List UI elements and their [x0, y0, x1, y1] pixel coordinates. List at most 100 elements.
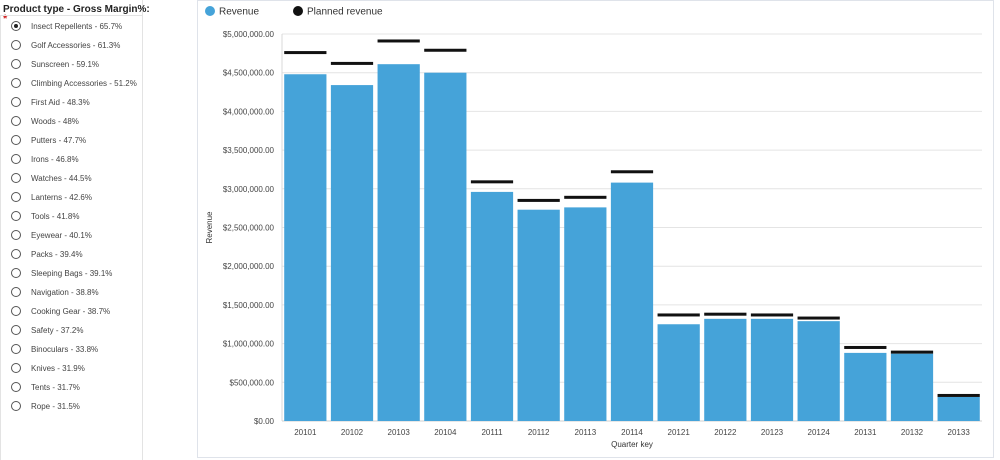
radio-option[interactable]: Climbing Accessories - 51.2% — [11, 76, 137, 90]
legend-label-planned-revenue: Planned revenue — [307, 7, 383, 18]
radio-option[interactable]: Tools - 41.8% — [11, 209, 79, 223]
x-tick-label: 20123 — [761, 428, 784, 437]
revenue-bar — [937, 397, 980, 421]
radio-option[interactable]: Navigation - 38.8% — [11, 285, 99, 299]
revenue-bar — [517, 209, 560, 421]
y-tick-label: $4,000,000.00 — [223, 107, 275, 116]
radio-option-label: Climbing Accessories - 51.2% — [31, 78, 137, 88]
radio-option[interactable]: Safety - 37.2% — [11, 323, 83, 337]
radio-option[interactable]: Golf Accessories - 61.3% — [11, 38, 120, 52]
required-indicator: * — [3, 13, 8, 25]
radio-option[interactable]: Irons - 46.8% — [11, 152, 79, 166]
planned-revenue-marker — [517, 198, 560, 202]
x-tick-label: 20104 — [434, 428, 457, 437]
radio-option-label: Eyewear - 40.1% — [31, 230, 92, 240]
revenue-bar — [844, 352, 887, 421]
radio-button[interactable] — [11, 59, 21, 69]
radio-button[interactable] — [11, 97, 21, 107]
revenue-bar — [704, 318, 747, 421]
x-tick-label: 20113 — [575, 428, 597, 437]
planned-revenue-marker — [610, 170, 654, 174]
legend-marker-revenue — [205, 6, 215, 16]
radio-option[interactable]: Tents - 31.7% — [11, 380, 80, 394]
radio-option[interactable]: Sleeping Bags - 39.1% — [11, 266, 112, 280]
radio-option[interactable]: Lanterns - 42.6% — [11, 190, 92, 204]
radio-button[interactable] — [11, 116, 21, 126]
radio-option-label: Rope - 31.5% — [31, 401, 80, 411]
radio-button[interactable] — [11, 363, 21, 373]
x-tick-label: 20122 — [714, 428, 737, 437]
radio-button[interactable] — [11, 135, 21, 145]
x-tick-label: 20111 — [481, 428, 503, 437]
radio-button[interactable] — [11, 306, 21, 316]
radio-option[interactable]: Watches - 44.5% — [11, 171, 92, 185]
planned-revenue-marker — [890, 350, 934, 354]
radio-option-label: Golf Accessories - 61.3% — [31, 40, 121, 50]
filter-title: Product type - Gross Margin%: — [3, 4, 150, 15]
radio-button[interactable] — [11, 268, 21, 278]
radio-option[interactable]: Insect Repellents - 65.7% — [11, 19, 122, 33]
chart-container: $0.00 $500,000.00 $1,000,000.00 $1,500,000.… — [197, 0, 994, 458]
radio-group-product-type: Insect Repellents - 65.7% Golf Accessorie… — [0, 15, 142, 460]
y-tick-label: $3,500,000.00 — [223, 146, 275, 155]
radio-option[interactable]: Packs - 39.4% — [11, 247, 83, 261]
y-tick-label: $1,500,000.00 — [223, 301, 275, 310]
radio-button[interactable] — [11, 287, 21, 297]
radio-button[interactable] — [11, 382, 21, 392]
radio-button[interactable] — [11, 344, 21, 354]
radio-button[interactable] — [11, 211, 21, 221]
radio-button[interactable] — [11, 173, 21, 183]
radio-option[interactable]: Eyewear - 40.1% — [11, 228, 92, 242]
y-tick-label: $500,000.00 — [230, 378, 275, 387]
revenue-bar — [890, 353, 934, 421]
x-tick-label: 20124 — [808, 428, 831, 437]
revenue-bar — [750, 318, 794, 421]
y-tick-label: $0.00 — [254, 417, 275, 426]
y-tick-label: $5,000,000.00 — [223, 30, 275, 39]
radio-option[interactable]: Cooking Gear - 38.7% — [11, 304, 110, 318]
planned-revenue-marker — [797, 316, 840, 320]
radio-option[interactable]: First Aid - 48.3% — [11, 95, 90, 109]
revenue-bar — [470, 191, 514, 421]
radio-button[interactable] — [11, 78, 21, 88]
radio-button[interactable] — [11, 154, 21, 164]
radio-button[interactable] — [11, 192, 21, 202]
radio-option[interactable]: Binoculars - 33.8% — [11, 342, 98, 356]
x-axis-title: Quarter key — [611, 440, 653, 449]
radio-option-label: Sleeping Bags - 39.1% — [31, 268, 113, 278]
radio-button[interactable] — [11, 249, 21, 259]
x-tick-label: 20114 — [621, 428, 643, 437]
radio-button[interactable] — [11, 401, 21, 411]
radio-option[interactable]: Rope - 31.5% — [11, 399, 80, 413]
radio-option[interactable]: Sunscreen - 59.1% — [11, 57, 99, 71]
radio-option[interactable]: Knives - 31.9% — [11, 361, 85, 375]
x-tick-label: 20121 — [668, 428, 691, 437]
revenue-bar — [424, 72, 467, 421]
radio-button[interactable] — [11, 325, 21, 335]
radio-option-label: Insect Repellents - 65.7% — [31, 21, 123, 31]
radio-button[interactable] — [11, 40, 21, 50]
radio-option-label: Lanterns - 42.6% — [31, 192, 92, 202]
y-tick-label: $2,000,000.00 — [223, 262, 275, 271]
radio-option-label: Navigation - 38.8% — [31, 287, 99, 297]
radio-option-label: Putters - 47.7% — [31, 135, 87, 145]
radio-button[interactable] — [11, 21, 21, 31]
revenue-bar — [564, 207, 607, 421]
y-axis-title: Revenue — [205, 211, 214, 244]
planned-revenue-marker — [424, 48, 467, 52]
x-tick-label: 20133 — [948, 428, 971, 437]
radio-option[interactable]: Putters - 47.7% — [11, 133, 86, 147]
revenue-bar — [284, 74, 327, 422]
radio-option-label: Cooking Gear - 38.7% — [31, 306, 111, 316]
revenue-bar — [797, 321, 840, 421]
radio-option-label: Knives - 31.9% — [31, 363, 85, 373]
y-tick-label: $2,500,000.00 — [223, 224, 275, 233]
radio-button[interactable] — [11, 230, 21, 240]
radio-option-label: Sunscreen - 59.1% — [31, 59, 100, 69]
planned-revenue-marker — [750, 313, 794, 317]
radio-option-label: Irons - 46.8% — [31, 154, 79, 164]
planned-revenue-marker — [470, 180, 514, 184]
planned-revenue-marker — [657, 313, 700, 317]
x-tick-label: 20103 — [388, 428, 411, 437]
radio-option[interactable]: Woods - 48% — [11, 114, 79, 128]
